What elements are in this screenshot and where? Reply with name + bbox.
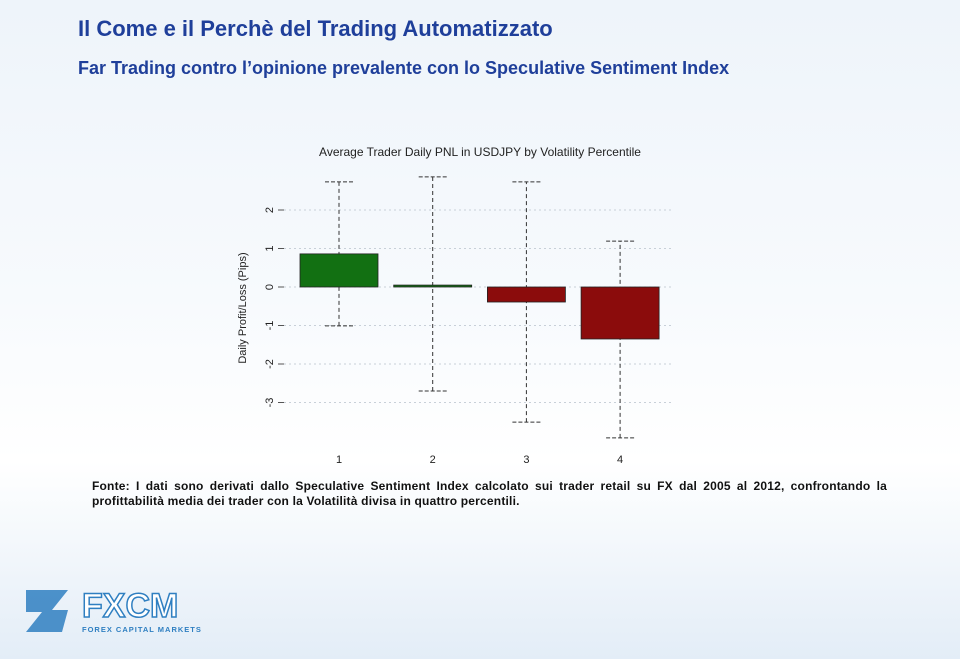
slide-title: Il Come e il Perchè del Trading Automati… bbox=[78, 16, 553, 41]
x-tick-label: 4 bbox=[617, 454, 623, 466]
y-tick-label: -2 bbox=[264, 359, 276, 369]
y-tick-label: -1 bbox=[264, 321, 276, 331]
chart-title: Average Trader Daily PNL in USDJPY by Vo… bbox=[319, 145, 641, 159]
x-tick-label: 1 bbox=[336, 454, 342, 466]
x-tick-label: 3 bbox=[523, 454, 529, 466]
x-tick-label: 2 bbox=[430, 454, 436, 466]
bar bbox=[580, 286, 660, 340]
bar bbox=[393, 284, 473, 288]
logo: FXCM FOREX CAPITAL MARKETS bbox=[26, 586, 202, 634]
logo-mark bbox=[26, 590, 68, 632]
chart: Average Trader Daily PNL in USDJPY by Vo… bbox=[237, 145, 672, 466]
y-tick-label: 1 bbox=[264, 245, 276, 251]
y-tick-label: 0 bbox=[264, 284, 276, 290]
bar bbox=[299, 253, 379, 288]
y-axis-label: Daily Profit/Loss (Pips) bbox=[237, 252, 249, 363]
bar bbox=[486, 286, 566, 303]
footnote: Fonte: I dati sono derivati dallo Specul… bbox=[92, 479, 887, 508]
logo-tagline: FOREX CAPITAL MARKETS bbox=[82, 625, 202, 634]
y-tick-label: 2 bbox=[264, 207, 276, 213]
logo-name: FXCM bbox=[82, 587, 178, 625]
y-tick-label: -3 bbox=[264, 398, 276, 408]
slide-subtitle: Far Trading contro l’opinione prevalente… bbox=[78, 58, 730, 78]
